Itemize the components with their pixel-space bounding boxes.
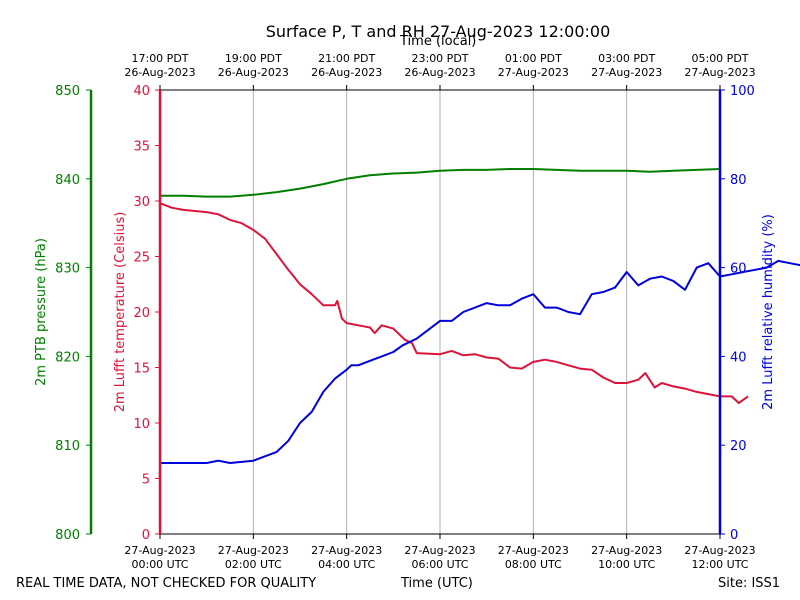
bottom-tick-time-label: 02:00 UTC bbox=[225, 558, 282, 571]
top-tick-time-label: 21:00 PDT bbox=[318, 52, 375, 65]
top-tick-time-label: 19:00 PDT bbox=[225, 52, 282, 65]
bottom-tick-date-label: 27-Aug-2023 bbox=[684, 544, 755, 557]
temperature-tick-label: 25 bbox=[133, 251, 150, 266]
temperature-tick-label: 30 bbox=[133, 195, 150, 210]
humidity-tick-label: 40 bbox=[730, 350, 747, 365]
bottom-tick-time-label: 12:00 UTC bbox=[691, 558, 748, 571]
bottom-tick-time-label: 00:00 UTC bbox=[131, 558, 188, 571]
temperature-tick-label: 5 bbox=[142, 473, 150, 488]
temperature-tick-label: 15 bbox=[133, 362, 150, 377]
pressure-axis-label: 2m PTB pressure (hPa) bbox=[34, 238, 49, 386]
bottom-axis-label: Time (UTC) bbox=[401, 576, 473, 591]
site-label: Site: ISS1 bbox=[718, 576, 781, 591]
temperature-tick-label: 10 bbox=[133, 417, 150, 432]
top-tick-date-label: 27-Aug-2023 bbox=[498, 66, 569, 79]
pressure-tick-label: 800 bbox=[55, 528, 80, 543]
bottom-tick-time-label: 06:00 UTC bbox=[411, 558, 468, 571]
quality-note: REAL TIME DATA, NOT CHECKED FOR QUALITY bbox=[16, 576, 317, 591]
bottom-tick-time-label: 08:00 UTC bbox=[505, 558, 562, 571]
top-tick-time-label: 01:00 PDT bbox=[505, 52, 562, 65]
pressure-tick-label: 810 bbox=[55, 439, 80, 454]
humidity-tick-label: 20 bbox=[730, 439, 747, 454]
humidity-tick-label: 60 bbox=[730, 262, 747, 277]
humidity-axis-label: 2m Lufft relative humidity (%) bbox=[761, 214, 776, 410]
top-tick-date-label: 27-Aug-2023 bbox=[684, 66, 755, 79]
pressure-tick-label: 820 bbox=[55, 350, 80, 365]
chart-title: Surface P, T and RH 27-Aug-2023 12:00:00 bbox=[265, 22, 611, 41]
top-tick-time-label: 23:00 PDT bbox=[411, 52, 468, 65]
top-tick-date-label: 27-Aug-2023 bbox=[591, 66, 662, 79]
top-tick-time-label: 05:00 PDT bbox=[691, 52, 748, 65]
top-tick-time-label: 17:00 PDT bbox=[131, 52, 188, 65]
bottom-tick-time-label: 10:00 UTC bbox=[598, 558, 655, 571]
bottom-tick-date-label: 27-Aug-2023 bbox=[311, 544, 382, 557]
series-line-temperature bbox=[159, 202, 749, 404]
top-tick-date-label: 26-Aug-2023 bbox=[311, 66, 382, 79]
temperature-tick-label: 35 bbox=[133, 140, 150, 155]
bottom-tick-date-label: 27-Aug-2023 bbox=[591, 544, 662, 557]
bottom-tick-date-label: 27-Aug-2023 bbox=[498, 544, 569, 557]
humidity-tick-label: 0 bbox=[730, 528, 738, 543]
humidity-tick-label: 80 bbox=[730, 173, 747, 188]
temperature-axis-label: 2m Lufft temperature (Celsius) bbox=[113, 212, 128, 413]
bottom-tick-time-label: 04:00 UTC bbox=[318, 558, 375, 571]
top-tick-time-label: 03:00 PDT bbox=[598, 52, 655, 65]
temperature-tick-label: 0 bbox=[142, 528, 150, 543]
top-tick-date-label: 26-Aug-2023 bbox=[218, 66, 289, 79]
bottom-tick-date-label: 27-Aug-2023 bbox=[404, 544, 475, 557]
humidity-tick-label: 100 bbox=[730, 84, 755, 99]
pressure-tick-label: 850 bbox=[55, 84, 80, 99]
pressure-tick-label: 830 bbox=[55, 262, 80, 277]
bottom-tick-date-label: 27-Aug-2023 bbox=[124, 544, 195, 557]
temperature-tick-label: 40 bbox=[133, 84, 150, 99]
bottom-tick-date-label: 27-Aug-2023 bbox=[218, 544, 289, 557]
axes-layer: 0 5 10 15 20 25 30 35 40 2m Lufft temperature (Ce… bbox=[34, 52, 776, 571]
pressure-tick-label: 840 bbox=[55, 173, 80, 188]
top-tick-date-label: 26-Aug-2023 bbox=[124, 66, 195, 79]
top-axis-label: Time (local) bbox=[400, 34, 477, 49]
series-line-humidity bbox=[160, 259, 800, 464]
top-tick-date-label: 26-Aug-2023 bbox=[404, 66, 475, 79]
series-line-pressure bbox=[160, 168, 721, 198]
temperature-tick-label: 20 bbox=[133, 306, 150, 321]
series-layer bbox=[159, 168, 800, 464]
